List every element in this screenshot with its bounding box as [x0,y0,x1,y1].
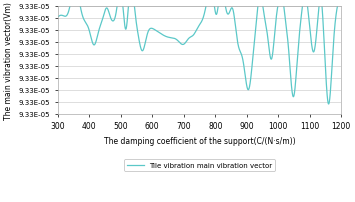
Tile vibration main vibration vector [327,103,331,106]
Tile vibration main vibration vector [339,3,343,5]
Tile vibration main vibration vector [186,38,190,41]
Tile vibration main vibration vector [193,31,198,33]
Legend: Tile vibration main vibration vector: Tile vibration main vibration vector [124,160,275,171]
Tile vibration main vibration vector [331,45,335,48]
X-axis label: The damping coefficient of the support(C/(N·s/m)): The damping coefficient of the support(C… [104,136,295,145]
Tile vibration main vibration vector [56,17,60,19]
Tile vibration main vibration vector [331,47,335,50]
Y-axis label: The main vibration vector(Vm): The main vibration vector(Vm) [4,2,13,119]
Line: Tile vibration main vibration vector: Tile vibration main vibration vector [58,0,341,104]
